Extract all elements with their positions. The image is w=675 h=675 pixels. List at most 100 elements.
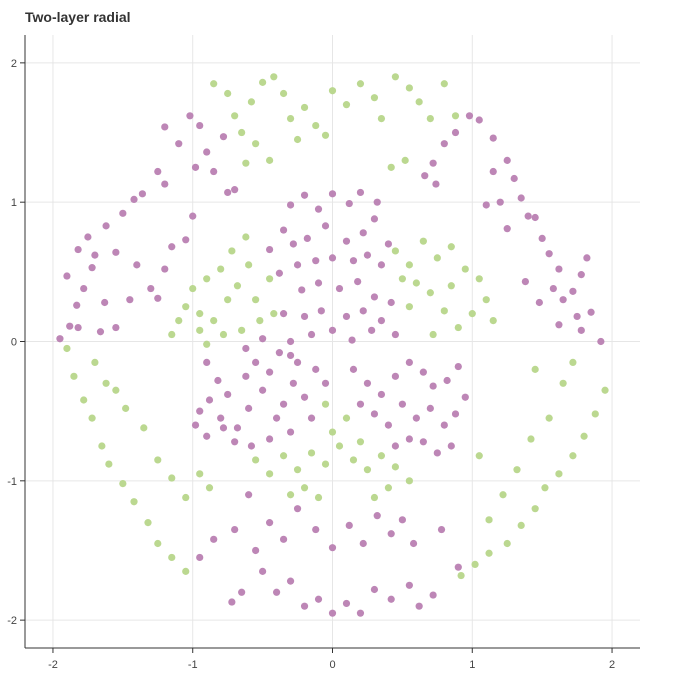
data-point-purple [451, 128, 460, 137]
data-point-purple [391, 372, 399, 380]
data-point-purple [175, 140, 183, 148]
data-point-green [440, 80, 448, 88]
data-point-purple [356, 609, 365, 617]
data-point-purple [286, 577, 295, 585]
data-point-green [429, 330, 437, 339]
data-point-green [405, 84, 413, 92]
data-point-purple [233, 424, 242, 432]
data-point-purple [312, 365, 320, 373]
data-point-purple [96, 328, 105, 336]
data-point-green [266, 275, 274, 283]
data-point-purple [130, 195, 138, 203]
data-point-purple [377, 261, 386, 269]
data-point-green [300, 103, 309, 112]
data-point-green [105, 460, 113, 468]
data-point-green [256, 317, 264, 325]
x-tick-label: -1 [188, 659, 198, 671]
data-point-green [252, 456, 260, 464]
data-point-green [203, 275, 211, 283]
data-point-purple [549, 284, 557, 293]
data-point-purple [349, 257, 358, 265]
data-point-purple [205, 396, 214, 404]
data-point-green [541, 484, 549, 492]
data-point-green [527, 435, 535, 443]
data-point-purple [161, 180, 169, 188]
data-point-green [401, 156, 409, 164]
data-point-green [485, 516, 493, 524]
data-point-purple [345, 199, 353, 208]
axes [20, 35, 640, 653]
data-point-green [196, 470, 204, 478]
data-point-purple [356, 400, 365, 408]
data-point-purple [489, 134, 497, 142]
data-point-green [328, 87, 337, 95]
data-point-purple [465, 112, 474, 120]
data-point-purple [203, 358, 211, 366]
data-point-purple [196, 407, 204, 415]
data-point-purple [300, 602, 309, 610]
data-point-purple [342, 599, 351, 608]
data-point-purple [210, 167, 218, 176]
data-point-green [499, 491, 507, 499]
data-point-purple [421, 172, 429, 180]
data-point-green [555, 470, 563, 478]
data-point-purple [210, 535, 218, 543]
data-point-green [210, 317, 218, 325]
data-point-purple [461, 393, 469, 401]
data-point-purple [219, 133, 228, 141]
data-point-purple [342, 312, 351, 321]
data-point-purple [597, 337, 605, 346]
data-point-green [405, 303, 413, 311]
data-point-purple [298, 286, 306, 294]
data-point-purple [74, 245, 82, 254]
data-point-purple [161, 123, 169, 131]
data-point-purple [266, 435, 274, 443]
data-point-purple [266, 519, 274, 527]
data-point-purple [517, 194, 525, 202]
data-point-green [196, 310, 204, 318]
data-point-green [415, 98, 423, 106]
data-point-purple [429, 159, 437, 167]
y-tick-label: -2 [7, 615, 17, 627]
data-point-purple [412, 414, 420, 422]
data-point-green [168, 553, 176, 562]
data-point-purple [328, 326, 337, 334]
data-point-green [447, 282, 455, 290]
data-point-green [91, 358, 99, 366]
data-point-purple [289, 379, 297, 387]
data-point-purple [154, 294, 162, 302]
data-point-purple [370, 410, 379, 418]
data-point-purple [496, 198, 504, 206]
y-tick-label: -1 [7, 476, 17, 488]
data-point-green [426, 114, 434, 123]
data-point-purple [451, 410, 460, 418]
data-point-green [102, 379, 110, 387]
data-point-purple [377, 317, 386, 325]
data-point-purple [66, 322, 74, 330]
data-point-green [569, 358, 577, 366]
data-point-purple [335, 284, 344, 293]
data-point-purple [447, 442, 455, 450]
y-tick-label: 1 [11, 197, 17, 209]
data-point-purple [73, 301, 81, 309]
data-point-green [119, 480, 127, 488]
data-point-green [259, 78, 267, 86]
data-point-green [203, 340, 211, 348]
data-point-purple [56, 335, 64, 343]
data-point-green [461, 265, 469, 273]
data-point-purple [555, 265, 563, 273]
data-point-purple [559, 296, 567, 304]
data-point-purple [359, 307, 367, 315]
data-point-purple [454, 362, 462, 371]
data-point-green [279, 452, 288, 460]
data-point-green [454, 323, 462, 332]
data-point-purple [293, 505, 302, 513]
data-point-purple [489, 167, 497, 176]
data-point-green [457, 571, 465, 580]
data-point-purple [214, 376, 222, 385]
data-point-purple [573, 312, 581, 321]
data-point-purple [429, 382, 437, 390]
data-point-purple [231, 525, 239, 534]
data-point-green [356, 438, 365, 446]
